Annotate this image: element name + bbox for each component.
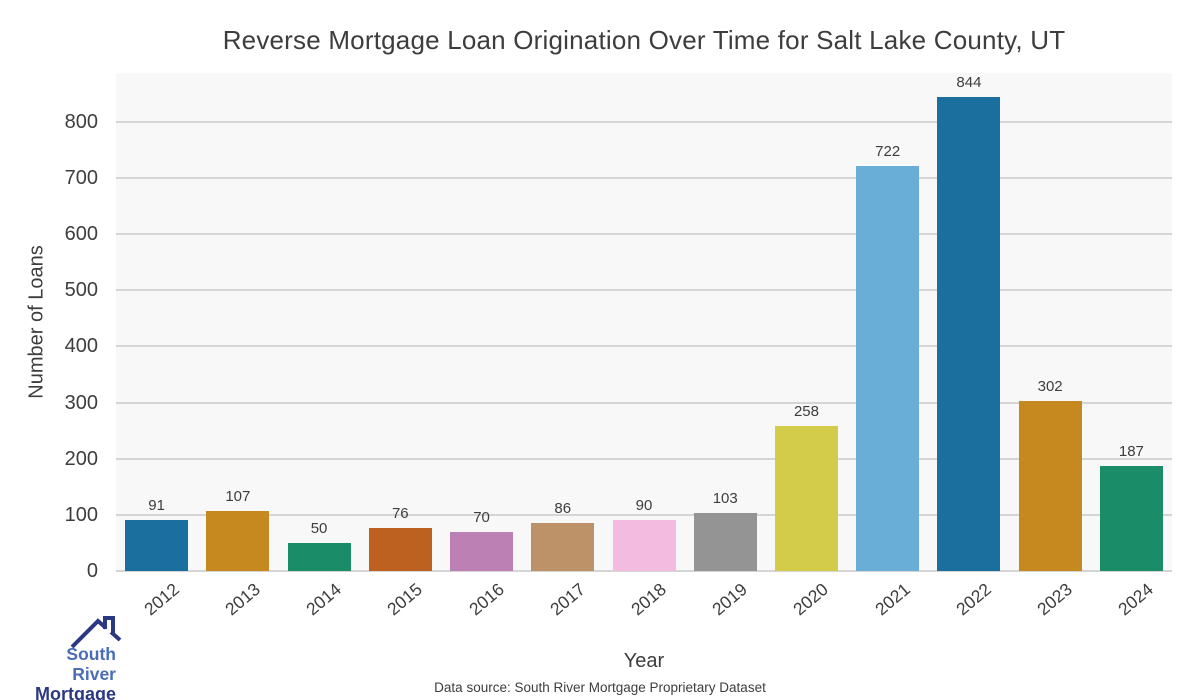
x-tick-label-2018: 2018	[627, 579, 670, 620]
x-axis-title: Year	[623, 650, 665, 672]
company-logo: South River Mortgage	[20, 612, 122, 700]
x-tick-label-2017: 2017	[545, 579, 589, 620]
x-tick-label-2020: 2020	[789, 579, 833, 620]
bar-2012	[125, 519, 189, 571]
gridline-y-700	[116, 176, 1172, 179]
bar-value-label-2018: 90	[635, 497, 653, 515]
bar-2014	[287, 542, 351, 571]
chart-title: Reverse Mortgage Loan Origination Over T…	[222, 25, 1066, 55]
gridline-y-500	[116, 289, 1172, 292]
bar-value-label-2019: 103	[712, 490, 738, 508]
bar-2021	[856, 165, 920, 571]
y-tick-label: 0	[86, 560, 98, 582]
bar-2020	[774, 426, 838, 571]
bar-2013	[206, 510, 270, 571]
bar-2019	[693, 513, 757, 571]
bar-value-label-2015: 76	[391, 505, 409, 523]
bar-value-label-2013: 107	[225, 487, 251, 505]
gridline-y-100	[116, 513, 1172, 516]
data-source-note: Data source: South River Mortgage Propri…	[434, 680, 766, 695]
bar-value-label-2012: 91	[148, 496, 165, 514]
gridline-y-600	[116, 233, 1172, 236]
bar-value-label-2017: 86	[554, 499, 572, 517]
bar-value-label-2021: 722	[875, 142, 901, 160]
bar-2017	[531, 522, 595, 571]
x-tick-label-2019: 2019	[708, 579, 752, 620]
bar-2015	[368, 528, 432, 571]
bar-2016	[450, 531, 514, 571]
logo-text-line2: Mortgage	[35, 684, 116, 700]
y-tick-label: 800	[64, 110, 98, 133]
y-axis-title: Number of Loans	[25, 245, 48, 399]
y-tick-label: 400	[64, 335, 98, 358]
bar-value-label-2022: 844	[956, 74, 982, 92]
y-tick-label: 500	[64, 279, 98, 302]
logo-text-line1: South River	[66, 644, 116, 684]
plot-area: 91 107 50 76 70 86 90 103 258 722 844 302 187	[116, 73, 1172, 572]
y-tick-label: 200	[64, 447, 98, 470]
x-tick-label-2015: 2015	[383, 579, 427, 620]
bar-value-label-2020: 258	[793, 403, 819, 421]
y-tick-label: 100	[64, 503, 98, 526]
gridline-y-0	[116, 570, 1172, 572]
x-tick-label-2012: 2012	[139, 579, 183, 620]
y-tick-label: 600	[64, 223, 98, 246]
x-tick-label-2014: 2014	[302, 579, 345, 620]
gridline-y-400	[116, 345, 1172, 348]
x-tick-label-2013: 2013	[221, 579, 264, 620]
bar-value-label-2014: 50	[310, 519, 328, 537]
house-roof-icon	[70, 616, 122, 649]
x-tick-label-2022: 2022	[952, 579, 995, 620]
bar-value-label-2023: 302	[1037, 378, 1063, 396]
x-tick-label-2024: 2024	[1114, 579, 1158, 620]
x-tick-label-2016: 2016	[464, 579, 508, 620]
bar-value-label-2016: 70	[473, 508, 490, 526]
y-tick-label: 700	[64, 166, 98, 189]
gridline-y-200	[116, 457, 1172, 460]
bar-2023	[1018, 401, 1082, 571]
bar-value-label-2024: 187	[1118, 443, 1144, 460]
bar-2018	[612, 520, 676, 571]
bar-2022	[937, 97, 1001, 571]
x-tick-label-2023: 2023	[1033, 579, 1076, 620]
x-tick-label-2021: 2021	[870, 579, 914, 620]
bar-2024	[1099, 466, 1163, 571]
gridline-y-800	[116, 120, 1172, 123]
gridline-y-300	[116, 401, 1172, 404]
y-tick-label: 300	[64, 391, 98, 414]
